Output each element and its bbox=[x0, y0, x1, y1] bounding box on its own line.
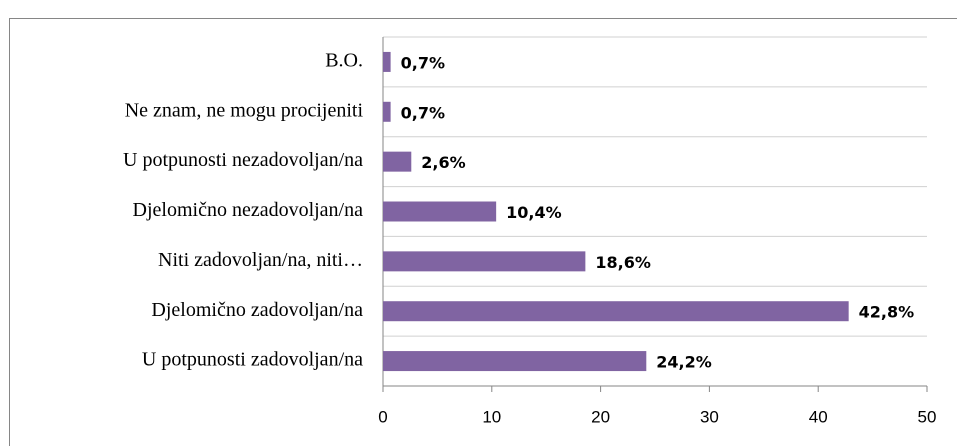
value-label: 18,6% bbox=[595, 253, 651, 272]
y-tick-label: Djelomično zadovoljan/na bbox=[151, 299, 363, 321]
x-tick-label: 30 bbox=[700, 407, 719, 426]
bar bbox=[383, 151, 412, 172]
value-label: 2,6% bbox=[421, 153, 465, 172]
x-tick-label: 10 bbox=[482, 407, 501, 426]
bar bbox=[383, 251, 586, 272]
value-label: 0,7% bbox=[401, 53, 445, 72]
bar bbox=[383, 301, 849, 322]
y-tick-label: Niti zadovoljan/na, niti… bbox=[158, 249, 363, 271]
value-label: 10,4% bbox=[506, 203, 562, 222]
value-label: 42,8% bbox=[859, 303, 915, 322]
y-tick-label: B.O. bbox=[325, 50, 363, 72]
value-label: 0,7% bbox=[401, 103, 445, 122]
bar bbox=[383, 51, 391, 72]
y-tick-label: U potpunosti zadovoljan/na bbox=[142, 349, 363, 371]
x-tick-label: 40 bbox=[809, 407, 828, 426]
bar bbox=[383, 351, 647, 372]
bar bbox=[383, 101, 391, 122]
x-tick-label: 0 bbox=[378, 407, 387, 426]
bar bbox=[383, 201, 497, 222]
x-tick-label: 20 bbox=[591, 407, 610, 426]
x-tick-label: 50 bbox=[918, 407, 937, 426]
value-label: 24,2% bbox=[656, 353, 712, 372]
y-tick-label: Djelomično nezadovoljan/na bbox=[133, 199, 364, 221]
chart-border bbox=[9, 18, 957, 446]
y-tick-label: Ne znam, ne mogu procijeniti bbox=[125, 99, 364, 121]
y-tick-label: U potpunosti nezadovoljan/na bbox=[123, 149, 363, 171]
